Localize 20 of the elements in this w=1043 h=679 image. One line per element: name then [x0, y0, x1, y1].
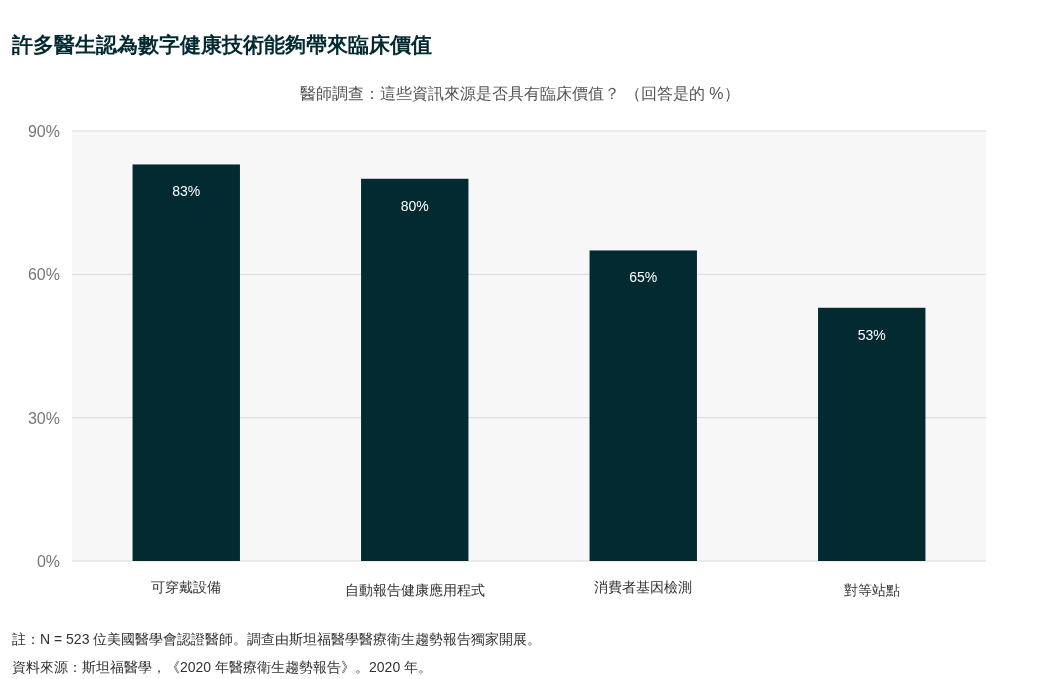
y-tick-label: 30%: [27, 409, 60, 427]
chart-subtitle: 醫師調查：這些資訊來源是否具有臨床價值？ （回答是的 %）: [300, 85, 740, 102]
data-label: 83%: [172, 183, 201, 200]
data-label: 80%: [400, 197, 429, 214]
data-label: 53%: [857, 326, 886, 343]
source-note: 資料來源：斯坦福醫學，《2020 年醫療衛生趨勢報告》。2020 年。: [12, 659, 433, 675]
x-tick-label: 自動報告健康應用程式: [344, 582, 485, 598]
y-tick-label: 60%: [27, 266, 60, 284]
y-tick-label: 90%: [27, 123, 60, 140]
data-label: 65%: [629, 269, 658, 286]
bar: [589, 250, 697, 561]
bar: [361, 178, 469, 561]
y-tick-label: 0%: [36, 553, 60, 570]
text: 註：N = 523 位美國醫學會認證醫師。調查由斯坦福醫學醫療衛生趨勢報告獨家開展。: [12, 631, 542, 647]
chart-title: 許多醫生認為數字健康技術能夠帶來臨床價值: [11, 33, 432, 56]
x-tick-label: 可穿戴設備: [151, 579, 222, 595]
x-tick-label: 對等站點: [843, 582, 900, 598]
bar: [132, 164, 240, 561]
bar: [818, 307, 926, 561]
x-tick-label: 消費者基因檢測: [594, 579, 693, 595]
